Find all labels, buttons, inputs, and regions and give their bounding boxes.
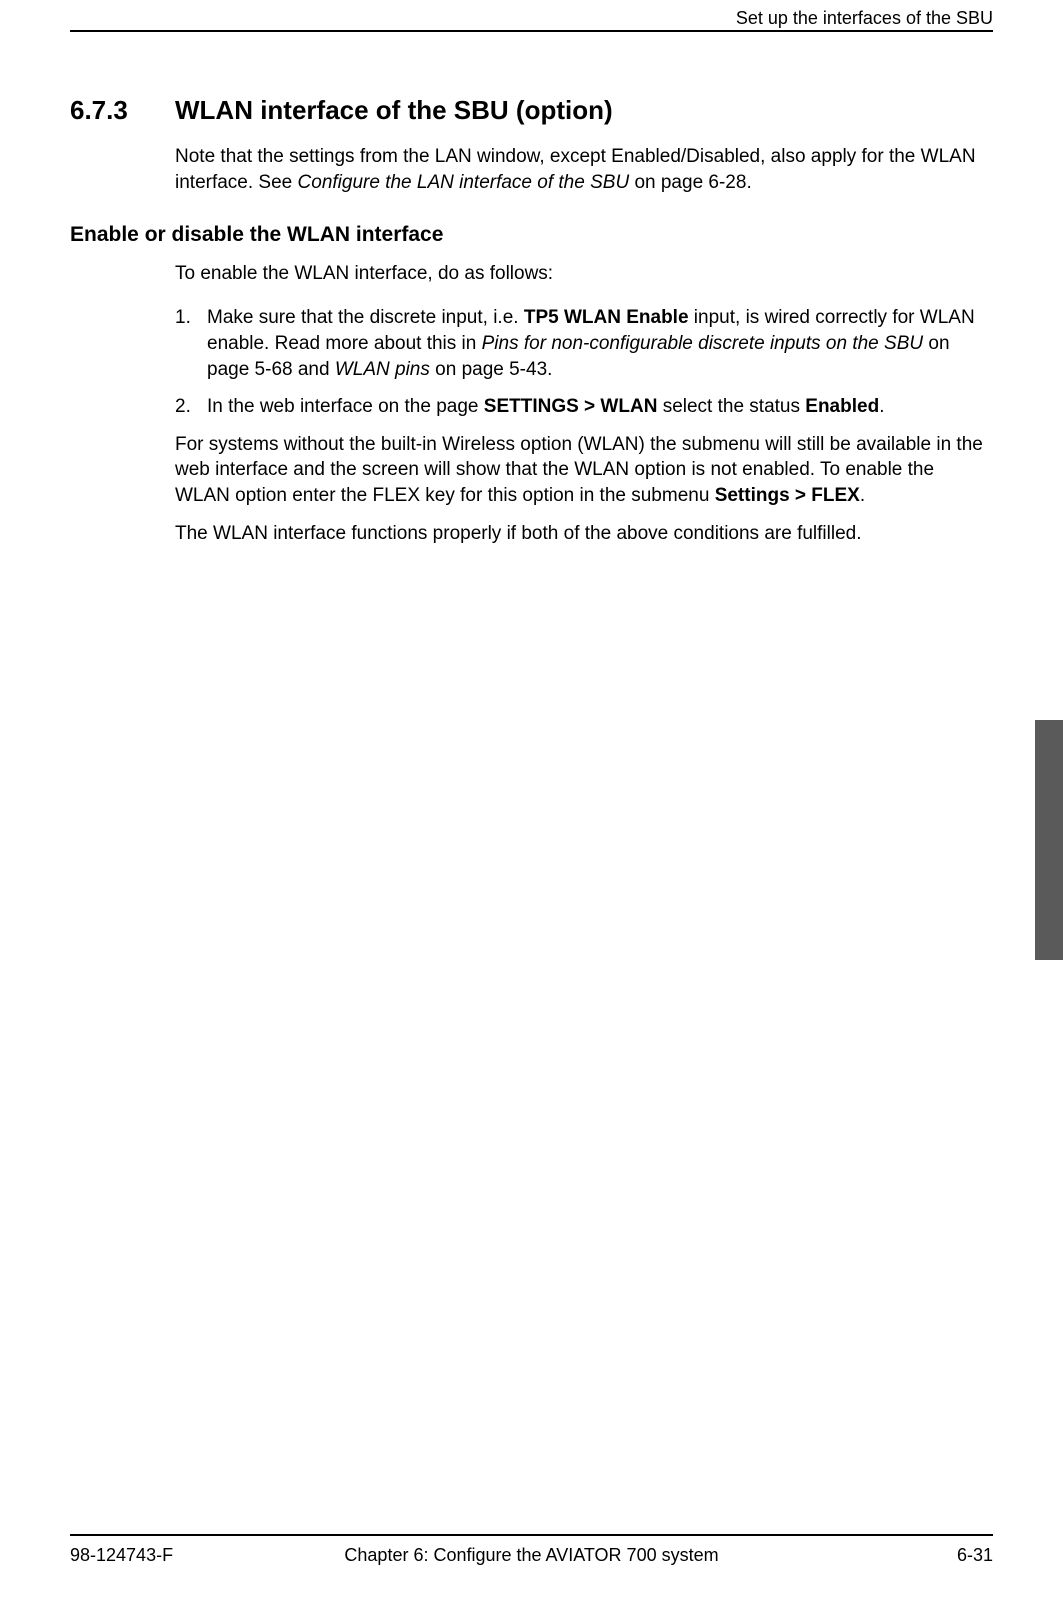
list-text: In the web interface on the page SETTING… [207,394,983,420]
text-italic: WLAN pins [335,359,430,380]
intro-ref: Configure the LAN interface of the SBU [298,172,630,193]
intro-suffix: on page 6-28. [629,172,752,193]
page-footer: Chapter 6: Configure the AVIATOR 700 sys… [70,1545,993,1566]
side-tab [1035,720,1063,960]
section-heading: 6.7.3 WLAN interface of the SBU (option) [70,95,993,126]
steps-list: 1. Make sure that the discrete input, i.… [175,305,983,420]
text-italic: Pins for non-configurable discrete input… [482,333,923,354]
list-number: 1. [175,305,207,382]
header-rule [70,30,993,32]
text-run: Make sure that the discrete input, i.e. [207,307,524,328]
text-run: . [879,396,884,417]
running-header: Set up the interfaces of the SBU [736,8,993,29]
footer-chapter: Chapter 6: Configure the AVIATOR 700 sys… [70,1545,993,1566]
footer-page-number: 6-31 [957,1545,993,1566]
text-bold: Settings > FLEX [715,485,860,506]
text-bold: SETTINGS > WLAN [484,396,658,417]
list-text: Make sure that the discrete input, i.e. … [207,305,983,382]
section-number: 6.7.3 [70,95,175,126]
section-title: WLAN interface of the SBU (option) [175,95,613,126]
subsection-heading: Enable or disable the WLAN interface [70,223,993,247]
subsection-lead: To enable the WLAN interface, do as foll… [175,263,983,285]
list-item: 1. Make sure that the discrete input, i.… [175,305,983,382]
page: Set up the interfaces of the SBU 6.7.3 W… [0,0,1063,1604]
footer-rule [70,1534,993,1536]
page-content: 6.7.3 WLAN interface of the SBU (option)… [70,0,993,546]
paragraph: For systems without the built-in Wireles… [175,432,983,509]
footer-doc-id: 98-124743-F [70,1545,173,1566]
text-run: select the status [657,396,805,417]
text-run: In the web interface on the page [207,396,484,417]
list-number: 2. [175,394,207,420]
text-bold: TP5 WLAN Enable [524,307,689,328]
intro-paragraph: Note that the settings from the LAN wind… [175,144,983,195]
paragraph: The WLAN interface functions properly if… [175,521,983,547]
text-bold: Enabled [805,396,879,417]
list-item: 2. In the web interface on the page SETT… [175,394,983,420]
text-run: on page 5-43. [430,359,553,380]
text-run: . [860,485,865,506]
